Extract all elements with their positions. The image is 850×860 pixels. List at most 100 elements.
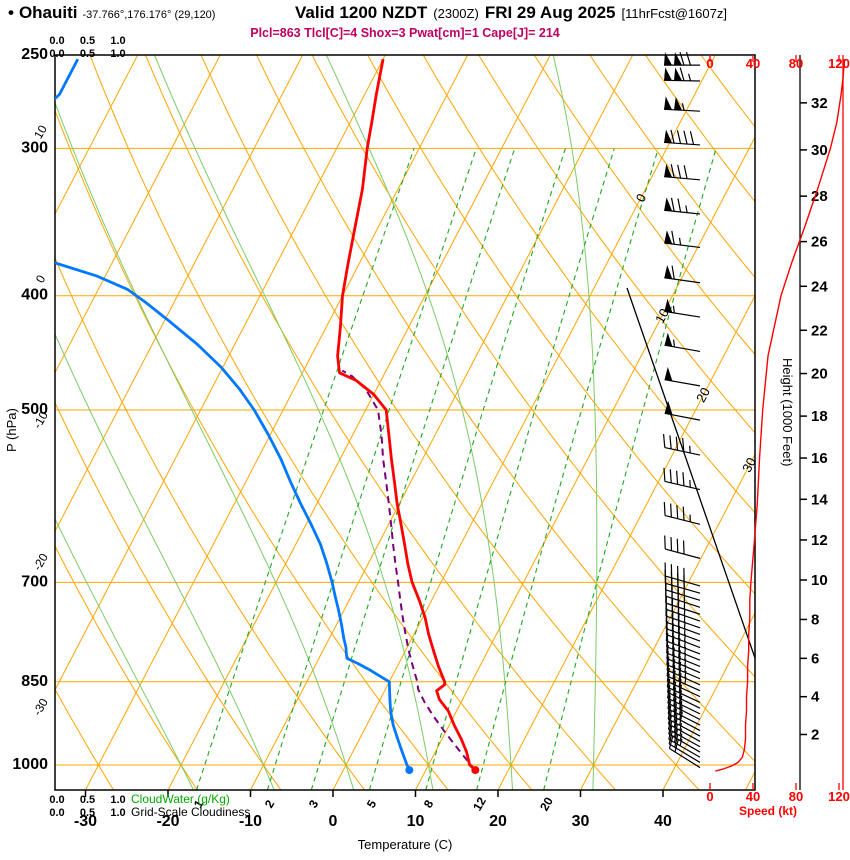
wind-barb-pennant xyxy=(674,96,683,111)
mixing-ratio-line xyxy=(195,148,415,790)
wind-barb-full xyxy=(667,705,672,720)
pressure-axis-title: P (hPa) xyxy=(4,408,19,452)
wind-barb-staff xyxy=(666,640,701,655)
wind-barb-full xyxy=(674,733,679,748)
dry-adiabat-line xyxy=(55,256,365,790)
wind-barb-pennant xyxy=(674,67,683,81)
wind-barb-staff xyxy=(666,646,701,661)
isotherm-line xyxy=(55,55,386,692)
wind-barb-full xyxy=(678,690,683,704)
mixing-ratio-label: 2 xyxy=(262,797,278,810)
wind-barbs-column xyxy=(662,51,701,769)
wind-barb-staff xyxy=(664,176,701,181)
wind-barb-full xyxy=(676,470,679,485)
wind-barb-pennant xyxy=(664,129,673,143)
cloudiness-scale-bottom: 0.0 xyxy=(49,807,64,819)
wind-barb-full xyxy=(676,505,679,519)
wind-barb-staff xyxy=(664,515,701,525)
dry-adiabat-line xyxy=(145,55,616,790)
cloudwater-scale-bottom: 1.0 xyxy=(110,794,125,806)
dry-adiabat-line xyxy=(55,109,449,790)
wind-barb xyxy=(664,51,700,66)
wind-barb-half xyxy=(679,733,683,741)
cloudiness-scale-top: 1.0 xyxy=(110,48,125,60)
stability-indices: Plcl=863 Tlcl[C]=4 Shox=3 Pwat[cm]=1 Cap… xyxy=(250,26,560,40)
wind-barb xyxy=(666,673,701,703)
height-tick-label: 14 xyxy=(811,491,828,508)
diagonal-reference-line xyxy=(626,287,756,659)
wind-barb-half xyxy=(681,103,685,111)
wind-barb-pennant xyxy=(664,52,672,66)
mixing-ratio-line xyxy=(266,148,477,790)
wind-barb xyxy=(667,715,701,748)
wind-barb-full xyxy=(665,621,668,635)
wind-barb-pennant xyxy=(664,367,673,382)
station-group: • Ohauiti -37.766°,176.176° (29,120) xyxy=(8,3,215,23)
height-tick-label: 4 xyxy=(811,689,820,706)
isotherm-line xyxy=(332,55,716,790)
wind-barb-full xyxy=(683,165,688,179)
cloudwater-scale-top: 1.0 xyxy=(110,35,125,47)
isotherm-label: 20 xyxy=(693,385,713,405)
wind-barb-full xyxy=(683,130,688,145)
temp-tick-label: -20 xyxy=(156,813,179,830)
dry-adiabat-label: 0 xyxy=(33,272,49,285)
plot-frame xyxy=(54,54,756,791)
wind-barb-full xyxy=(675,436,679,451)
isotherm-line xyxy=(415,136,755,790)
wind-barb-full xyxy=(667,684,671,699)
wind-barb-full xyxy=(663,467,666,482)
wind-barb-staff xyxy=(666,652,701,668)
wind-barb-pennant xyxy=(664,230,673,245)
wind-barb xyxy=(667,695,701,726)
mixing-ratio-label: 20 xyxy=(537,794,556,813)
forecast-info: [11hrFcst@1607z] xyxy=(621,6,727,21)
dry-adiabat-line xyxy=(55,688,115,790)
height-tick-label: 12 xyxy=(811,532,828,549)
cloudiness-scale-top: 0.0 xyxy=(49,48,64,60)
wind-barb xyxy=(662,433,701,456)
cloudiness-scale-bottom: 1.0 xyxy=(110,807,125,819)
wind-barb-full xyxy=(678,684,683,699)
wind-barb xyxy=(667,689,701,721)
mixing-ratio-line xyxy=(425,148,615,790)
dry-adiabat-line xyxy=(367,55,755,595)
wind-barb-half xyxy=(679,723,683,731)
wind-barb-staff xyxy=(664,277,701,284)
cloudwater-scale-top: 0.5 xyxy=(80,35,95,47)
wind-barb xyxy=(664,332,701,353)
mixing-ratio-label: 8 xyxy=(421,797,437,810)
dry-adiabat-line xyxy=(89,55,533,790)
wind-barb-staff xyxy=(668,738,701,758)
wind-barb-staff xyxy=(668,728,701,748)
wind-barb xyxy=(668,720,701,753)
wind-barb-half xyxy=(678,237,682,246)
wind-barb-full xyxy=(673,713,678,728)
wind-barb-staff xyxy=(665,628,701,642)
moist-adiabat-line xyxy=(55,332,275,790)
wind-barb xyxy=(667,678,701,709)
wind-barb xyxy=(668,735,701,769)
mixing-ratio-line xyxy=(476,148,659,790)
chart-header: • Ohauiti -37.766°,176.176° (29,120) Val… xyxy=(0,3,850,27)
dewpoint-curve xyxy=(55,58,411,771)
wind-barb-half xyxy=(672,305,675,314)
speed-axis-title: Speed (kt) xyxy=(739,804,797,818)
dry-adiabat-label: 10 xyxy=(31,122,50,141)
wind-barb xyxy=(664,400,701,421)
surface-temp-dot xyxy=(471,766,480,775)
height-tick-label: 2 xyxy=(811,726,819,743)
height-tick-label: 26 xyxy=(811,234,828,251)
wind-barb-full xyxy=(673,698,677,712)
wind-barb-full xyxy=(685,51,692,66)
wind-barb-full xyxy=(670,503,672,518)
height-tick-label: 28 xyxy=(811,188,828,205)
dry-adiabat-line xyxy=(533,55,755,356)
moist-adiabat-line xyxy=(55,101,355,790)
wind-barb-staff xyxy=(666,634,701,649)
wind-barb-full xyxy=(677,198,682,213)
cloudiness-scale-bottom: 0.5 xyxy=(80,807,95,819)
wind-barb xyxy=(663,467,701,491)
wind-barb-full xyxy=(682,506,685,521)
